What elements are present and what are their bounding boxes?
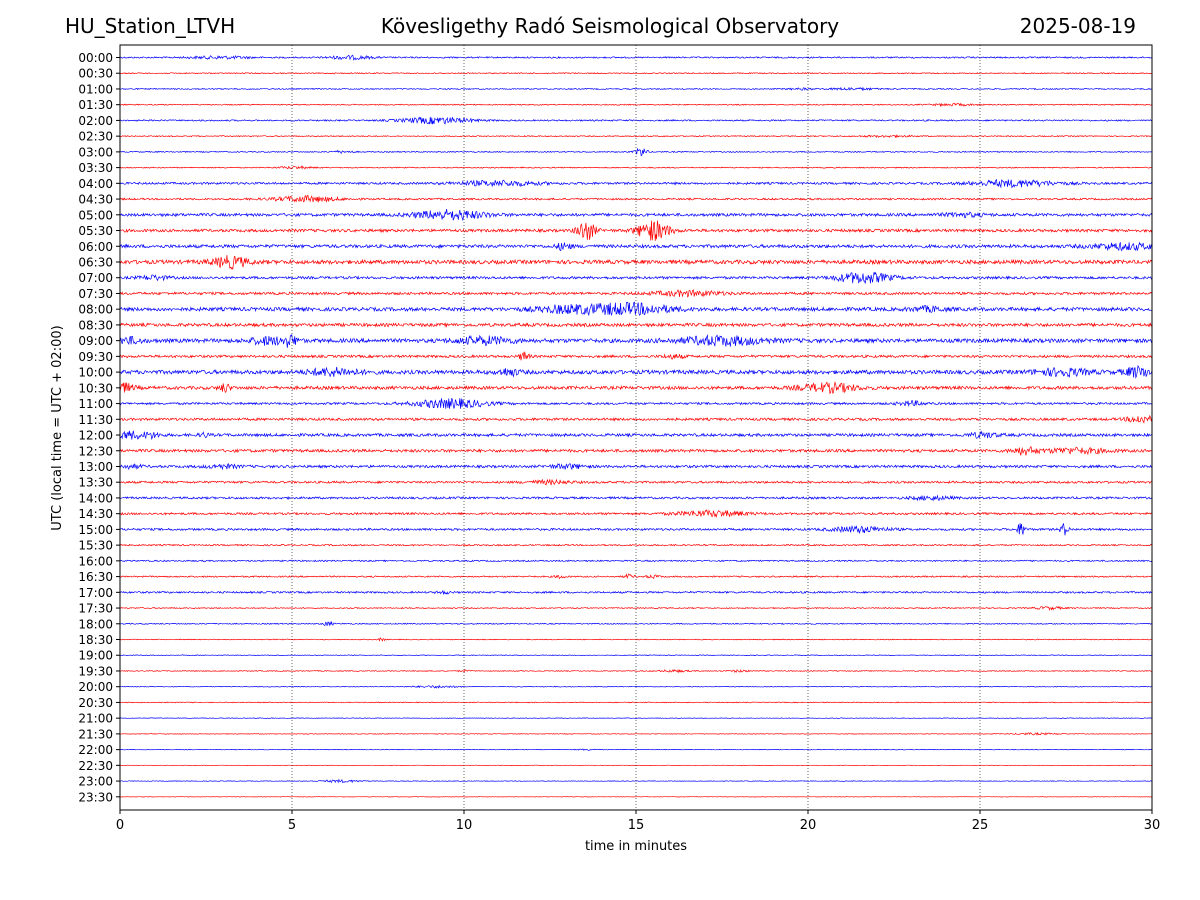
y-tick-label: 23:30 <box>78 790 113 804</box>
y-tick-label: 17:30 <box>78 602 113 616</box>
trace-08:00 <box>119 301 1152 317</box>
trace-16:00 <box>119 559 1153 563</box>
y-tick-label: 07:30 <box>78 287 113 301</box>
y-tick-label: 03:00 <box>78 145 113 159</box>
y-tick-label: 09:30 <box>78 350 113 364</box>
trace-07:00 <box>119 271 1153 284</box>
station-name: HU_Station_LTVH <box>65 14 236 38</box>
x-tick-label: 15 <box>628 818 645 833</box>
plot-frame <box>119 44 1153 811</box>
trace-15:30 <box>119 543 1153 547</box>
y-tick-label: 01:00 <box>78 82 113 96</box>
y-tick-label: 08:30 <box>78 318 113 332</box>
trace-06:30 <box>119 255 1153 271</box>
gridline-group <box>291 45 981 810</box>
trace-18:00 <box>119 620 1153 627</box>
y-tick-label: 23:00 <box>78 775 113 789</box>
y-tick-label: 15:30 <box>78 539 113 553</box>
y-tick-label: 03:30 <box>78 161 113 175</box>
y-tick-label: 02:00 <box>78 114 113 128</box>
y-tick-label: 21:30 <box>78 727 113 741</box>
y-tick-label: 06:00 <box>78 240 113 254</box>
trace-13:00 <box>120 462 1153 471</box>
y-tick-label: 16:00 <box>78 554 113 568</box>
y-tick-label: 13:00 <box>78 460 113 474</box>
trace-20:00 <box>120 684 1153 689</box>
y-tick-label: 21:00 <box>78 712 113 726</box>
y-tick-label: 18:00 <box>78 617 113 631</box>
trace-12:30 <box>119 446 1153 456</box>
trace-19:30 <box>119 668 1153 674</box>
trace-15:00 <box>119 523 1153 536</box>
x-axis-label: time in minutes <box>585 839 687 854</box>
y-tick-label: 08:00 <box>78 303 113 317</box>
trace-21:00 <box>119 717 1153 719</box>
y-tick-label: 01:30 <box>78 98 113 112</box>
trace-01:00 <box>120 86 1153 92</box>
trace-17:30 <box>119 605 1153 611</box>
x-tick-label: 25 <box>972 818 989 833</box>
x-tick-group: 0 5 10 15 20 25 30 <box>116 810 1160 833</box>
trace-09:30 <box>119 351 1153 361</box>
trace-11:30 <box>119 414 1153 424</box>
y-tick-label: 00:30 <box>78 67 113 81</box>
y-tick-label: 07:00 <box>78 271 113 285</box>
y-tick-label: 16:30 <box>78 570 113 584</box>
y-tick-label: 17:00 <box>78 586 113 600</box>
y-tick-label: 04:00 <box>78 177 113 191</box>
trace-21:30 <box>119 731 1153 736</box>
y-tick-label: 15:00 <box>78 523 113 537</box>
y-tick-label: 11:30 <box>78 413 113 427</box>
y-tick-label: 14:00 <box>78 491 113 505</box>
date-label: 2025-08-19 <box>1019 14 1136 38</box>
trace-13:30 <box>119 478 1152 486</box>
trace-05:30 <box>119 220 1153 241</box>
y-tick-label: 12:30 <box>78 444 113 458</box>
trace-11:00 <box>119 398 1153 409</box>
trace-14:00 <box>119 494 1153 502</box>
y-tick-label: 09:00 <box>78 334 113 348</box>
y-tick-label: 05:30 <box>78 224 113 238</box>
x-tick-label: 0 <box>116 818 124 833</box>
trace-17:00 <box>119 589 1153 595</box>
x-tick-label: 20 <box>800 818 817 833</box>
trace-22:00 <box>119 748 1153 751</box>
y-tick-label: 20:00 <box>78 680 113 694</box>
y-tick-label: 02:30 <box>78 130 113 144</box>
y-tick-label: 11:00 <box>78 397 113 411</box>
y-axis-label: UTC (local time = UTC + 02:00) <box>50 325 65 530</box>
y-tick-label: 00:00 <box>78 51 113 65</box>
y-tick-label: 10:30 <box>78 381 113 395</box>
y-tick-label: 10:00 <box>78 366 113 380</box>
y-tick-label: 13:30 <box>78 476 113 490</box>
x-tick-label: 5 <box>288 818 296 833</box>
y-tick-label: 22:30 <box>78 759 113 773</box>
chart-title: Kövesligethy Radó Seismological Observat… <box>380 14 840 38</box>
y-tick-label: 20:30 <box>78 696 113 710</box>
y-tick-label: 05:00 <box>78 208 113 222</box>
y-tick-label: 19:00 <box>78 649 113 663</box>
y-tick-label: 22:00 <box>78 743 113 757</box>
x-tick-label: 10 <box>456 818 473 833</box>
y-tick-label: 14:30 <box>78 507 113 521</box>
y-tick-label: 19:30 <box>78 664 113 678</box>
y-tick-label: 04:30 <box>78 193 113 207</box>
x-tick-label: 30 <box>1144 818 1161 833</box>
y-tick-label: 18:30 <box>78 633 113 647</box>
trace-03:00 <box>119 148 1153 157</box>
trace-05:00 <box>119 209 1153 222</box>
trace-19:00 <box>119 654 1153 657</box>
y-tick-label: 12:00 <box>78 429 113 443</box>
y-tick-label: 06:30 <box>78 255 113 269</box>
